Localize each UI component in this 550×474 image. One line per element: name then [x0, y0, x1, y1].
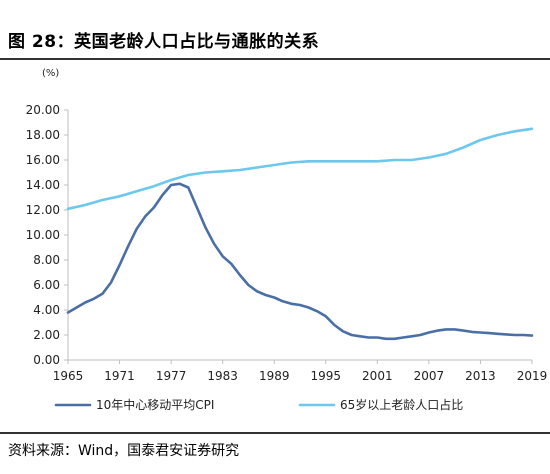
x-tick-label: 2013 [465, 369, 496, 383]
x-tick-label: 1995 [311, 369, 342, 383]
y-tick-label: 10.00 [26, 228, 60, 242]
legend: 10年中心移动平均CPI 65岁以上老龄人口占比 [54, 397, 463, 412]
x-tick-label: 2019 [517, 369, 548, 383]
top-rule [0, 58, 550, 60]
legend-item-aging-label: 65岁以上老龄人口占比 [340, 397, 463, 412]
y-tick-label: 6.00 [33, 278, 60, 292]
x-tick-label: 1965 [53, 369, 84, 383]
x-tick-label: 1977 [156, 369, 187, 383]
y-tick-label: 20.00 [26, 103, 60, 117]
y-tick-label: 18.00 [26, 128, 60, 142]
series-layer [66, 127, 534, 341]
source-note: 资料来源：Wind，国泰君安证券研究 [8, 443, 240, 459]
x-axis: 1965 1971 1977 1983 1989 1995 2001 2007 2013 2019 [53, 359, 548, 383]
y-tick-label: 16.00 [26, 153, 60, 167]
bottom-rule [0, 432, 550, 434]
x-tick-label: 1983 [207, 369, 238, 383]
y-tick-label: 2.00 [33, 328, 60, 342]
legend-item-cpi-label: 10年中心移动平均CPI [96, 397, 214, 412]
x-tick-label: 1971 [104, 369, 135, 383]
x-tick-label: 1989 [259, 369, 290, 383]
x-tick-label: 2007 [414, 369, 445, 383]
aging-population-series-line [66, 127, 534, 211]
y-tick-label: 8.00 [33, 253, 60, 267]
y-tick-label: 0.00 [33, 353, 60, 367]
y-axis-unit-label: (%) [42, 68, 59, 79]
cpi-series-line [66, 182, 534, 341]
y-tick-label: 12.00 [26, 203, 60, 217]
y-tick-label: 4.00 [33, 303, 60, 317]
x-tick-label: 2001 [362, 369, 393, 383]
figure-title: 图 28：英国老龄人口占比与通胀的关系 [8, 32, 320, 52]
line-chart: (%) 0.00 2.00 4.00 6.00 8.00 10.00 12.00 14.00 1… [26, 68, 548, 412]
y-axis: 0.00 2.00 4.00 6.00 8.00 10.00 12.00 14.00 16.00… [26, 103, 69, 367]
y-tick-label: 14.00 [26, 178, 60, 192]
